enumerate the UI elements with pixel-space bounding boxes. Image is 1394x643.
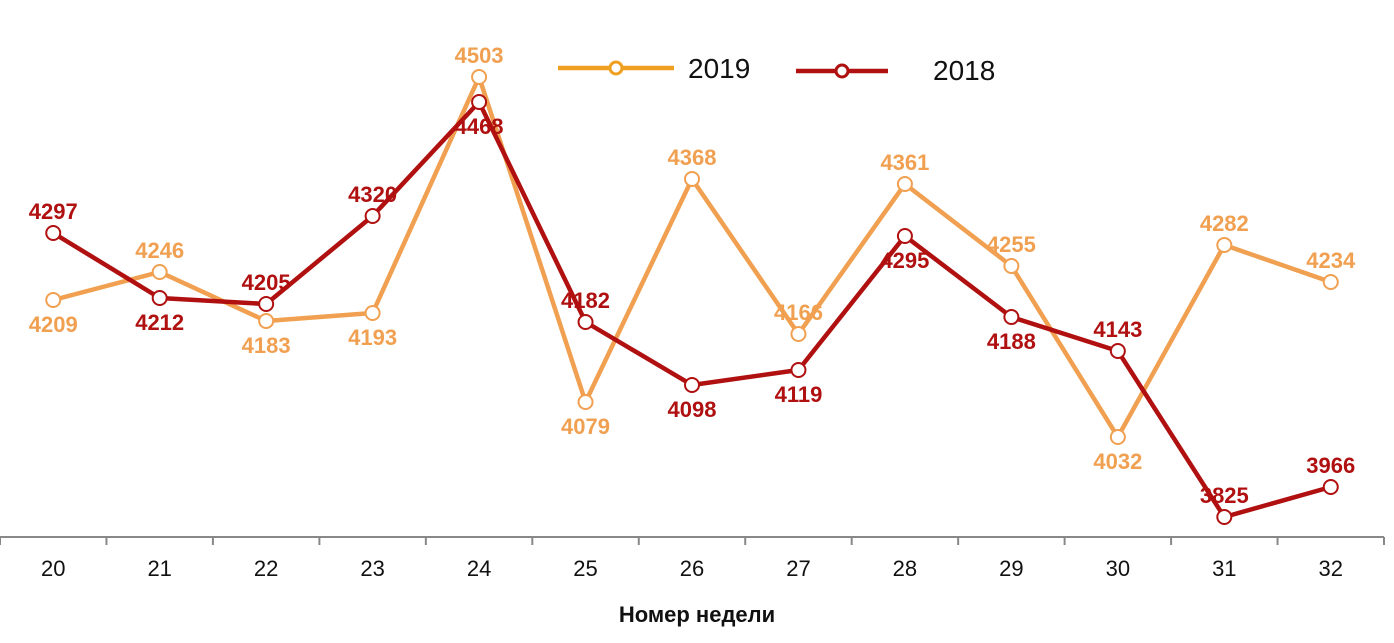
legend-label: 2018: [933, 55, 995, 86]
data-label: 4098: [668, 397, 717, 422]
legend-marker-icon: [608, 60, 624, 76]
legend-item-2019[interactable]: 2019: [558, 53, 750, 84]
legend-item-2018[interactable]: 2018: [796, 55, 995, 86]
data-label: 4188: [987, 329, 1036, 354]
data-label: 4255: [987, 232, 1036, 257]
data-label: 3966: [1306, 453, 1355, 478]
data-label: 4282: [1200, 211, 1249, 236]
data-point-marker[interactable]: [577, 394, 594, 410]
data-label: 4297: [29, 199, 78, 224]
data-label: 4361: [880, 150, 929, 175]
data-label: 4320: [348, 182, 397, 207]
series-2019: 4209 4246 4183 4193 4503 4079 4368 4166 4361 4255…: [29, 43, 1356, 474]
x-tick-label: 25: [573, 556, 597, 581]
data-point-marker[interactable]: [1322, 274, 1339, 290]
data-point-marker[interactable]: [258, 313, 275, 329]
data-label: 4183: [242, 333, 291, 358]
x-tick-label: 28: [893, 556, 917, 581]
data-label: 4246: [135, 238, 184, 263]
data-point-marker[interactable]: [1003, 309, 1020, 325]
data-point-marker[interactable]: [684, 377, 700, 393]
legend-marker-icon: [834, 63, 850, 79]
data-point-marker[interactable]: [896, 228, 913, 244]
data-point-marker[interactable]: [1109, 343, 1126, 359]
x-tick-label: 32: [1319, 556, 1343, 581]
data-point-marker[interactable]: [577, 314, 594, 330]
x-tick-label: 31: [1212, 556, 1236, 581]
data-point-marker[interactable]: [471, 69, 488, 85]
legend: 2019 2018: [558, 53, 995, 86]
data-point-marker[interactable]: [364, 305, 381, 321]
x-tick-label: 29: [999, 556, 1023, 581]
data-label: 4209: [29, 312, 78, 337]
data-label: 3825: [1200, 483, 1249, 508]
data-point-marker[interactable]: [1003, 258, 1020, 274]
data-point-marker[interactable]: [258, 296, 275, 312]
data-point-marker[interactable]: [151, 264, 168, 280]
data-point-marker[interactable]: [364, 208, 381, 224]
x-tick-label: 27: [786, 556, 810, 581]
data-label: 4212: [135, 310, 184, 335]
series-2018: 4297 4212 4205 4320 4468 4182 4098 4119 4295 4188…: [29, 94, 1355, 525]
data-label: 4182: [561, 288, 610, 313]
data-point-marker[interactable]: [684, 171, 700, 187]
data-label: 4166: [774, 300, 823, 325]
plot-area: 4209 4246 4183 4193 4503 4079 4368 4166 4361 4255…: [29, 43, 1356, 525]
x-tick-label: 24: [467, 556, 491, 581]
data-label: 4119: [775, 382, 823, 407]
data-label: 4295: [880, 248, 929, 273]
x-tick-label: 21: [147, 556, 171, 581]
data-label: 4143: [1093, 317, 1142, 342]
data-point-marker[interactable]: [790, 326, 807, 342]
data-point-marker[interactable]: [45, 292, 62, 308]
data-label: 4368: [668, 145, 717, 170]
x-tick-label: 22: [254, 556, 278, 581]
x-axis-title: Номер недели: [619, 602, 775, 627]
data-label: 4234: [1306, 248, 1356, 273]
data-point-marker[interactable]: [1109, 429, 1126, 445]
x-tick-label: 30: [1106, 556, 1130, 581]
data-point-marker[interactable]: [1216, 237, 1233, 253]
data-label: 4193: [348, 325, 397, 350]
x-tick-label: 23: [360, 556, 384, 581]
x-tick-label: 20: [41, 556, 65, 581]
legend-label: 2019: [688, 53, 750, 84]
data-point-marker[interactable]: [896, 176, 913, 192]
data-point-marker[interactable]: [151, 290, 168, 306]
data-point-marker[interactable]: [1216, 509, 1233, 525]
data-point-marker[interactable]: [790, 362, 807, 378]
data-label: 4503: [455, 43, 504, 68]
x-tick-label: 26: [680, 556, 704, 581]
data-point-marker[interactable]: [1322, 479, 1339, 495]
data-point-marker[interactable]: [471, 94, 488, 110]
data-label: 4032: [1093, 449, 1142, 474]
data-point-marker[interactable]: [45, 225, 62, 241]
data-label: 4468: [455, 114, 504, 139]
x-axis: 20 21 22 23 24 25 26 27 28 29 30 31 32: [0, 536, 1385, 581]
data-label: 4205: [242, 270, 291, 295]
data-label: 4079: [561, 414, 610, 439]
